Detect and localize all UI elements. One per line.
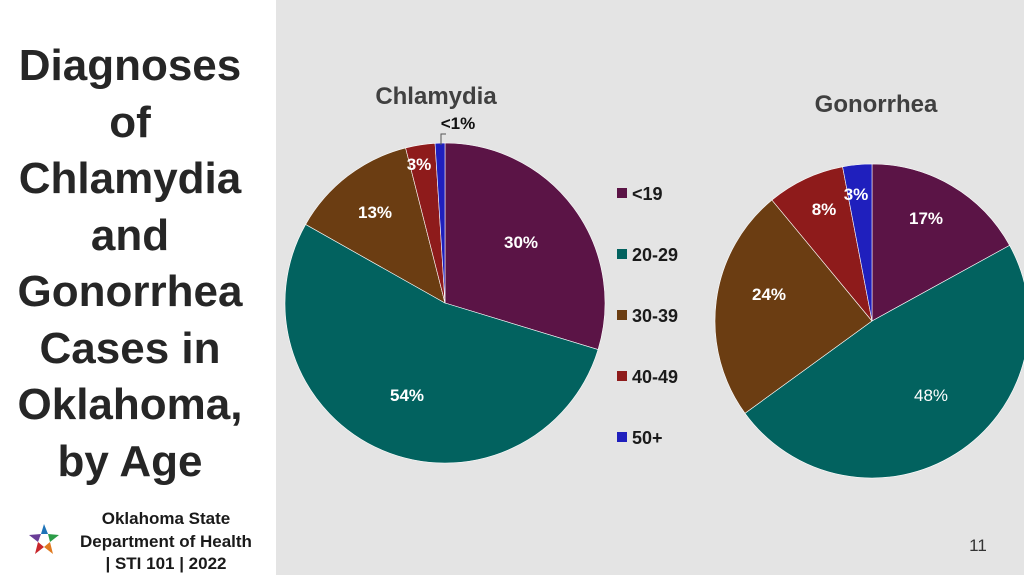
chlamydia-leader-line xyxy=(440,133,446,145)
legend-swatch-30-39 xyxy=(617,310,627,320)
oklahoma-health-logo-icon xyxy=(29,524,59,554)
legend-label-50: 50+ xyxy=(632,428,663,448)
legend-swatch-40-49 xyxy=(617,371,627,381)
chlamydia-slice-50 xyxy=(434,142,446,304)
gonorrhea-slice-19 xyxy=(871,163,1010,322)
chlamydia-slice-30-39 xyxy=(305,147,446,304)
gonorrhea-data-label-50: 3% xyxy=(844,185,869,204)
page-number: 11 xyxy=(969,536,987,555)
gonorrhea-data-label-19: 17% xyxy=(909,209,943,228)
gonorrhea-slice-30-39 xyxy=(714,199,873,414)
legend-swatch-20-29 xyxy=(617,249,627,259)
gonorrhea-slice-50 xyxy=(842,163,873,322)
gonorrhea-data-label-20-29: 48% xyxy=(914,386,948,405)
gonorrhea-chart-title: Gonorrhea xyxy=(815,91,938,118)
gonorrhea-data-label-30-39: 24% xyxy=(752,285,786,304)
chlamydia-data-label-30-39: 13% xyxy=(358,203,392,222)
legend-label-19: <19 xyxy=(632,184,663,204)
footer-organization: Oklahoma State Department of Health | ST… xyxy=(80,509,252,573)
legend-swatch-50 xyxy=(617,432,627,442)
left-panel: Diagnoses of Chlamydia and Gonorrhea Cas… xyxy=(0,0,276,575)
gonorrhea-slice-20-29 xyxy=(744,244,1024,479)
chlamydia-data-label-20-29: 54% xyxy=(390,386,424,405)
chlamydia-slice-19 xyxy=(444,142,606,350)
legend-swatch-19 xyxy=(617,188,627,198)
chlamydia-slice-20-29 xyxy=(284,224,599,464)
chlamydia-chart-title: Chlamydia xyxy=(375,83,497,110)
legend-label-20-29: 20-29 xyxy=(632,245,678,265)
chlamydia-data-label-19: 30% xyxy=(504,233,538,252)
chlamydia-data-label-40-49: 3% xyxy=(407,155,432,174)
chlamydia-data-label-50: <1% xyxy=(441,114,476,133)
slide-title: Diagnoses of Chlamydia and Gonorrhea Cas… xyxy=(17,41,243,486)
gonorrhea-data-label-40-49: 8% xyxy=(812,200,837,219)
legend-label-30-39: 30-39 xyxy=(632,306,678,326)
legend-label-40-49: 40-49 xyxy=(632,367,678,387)
